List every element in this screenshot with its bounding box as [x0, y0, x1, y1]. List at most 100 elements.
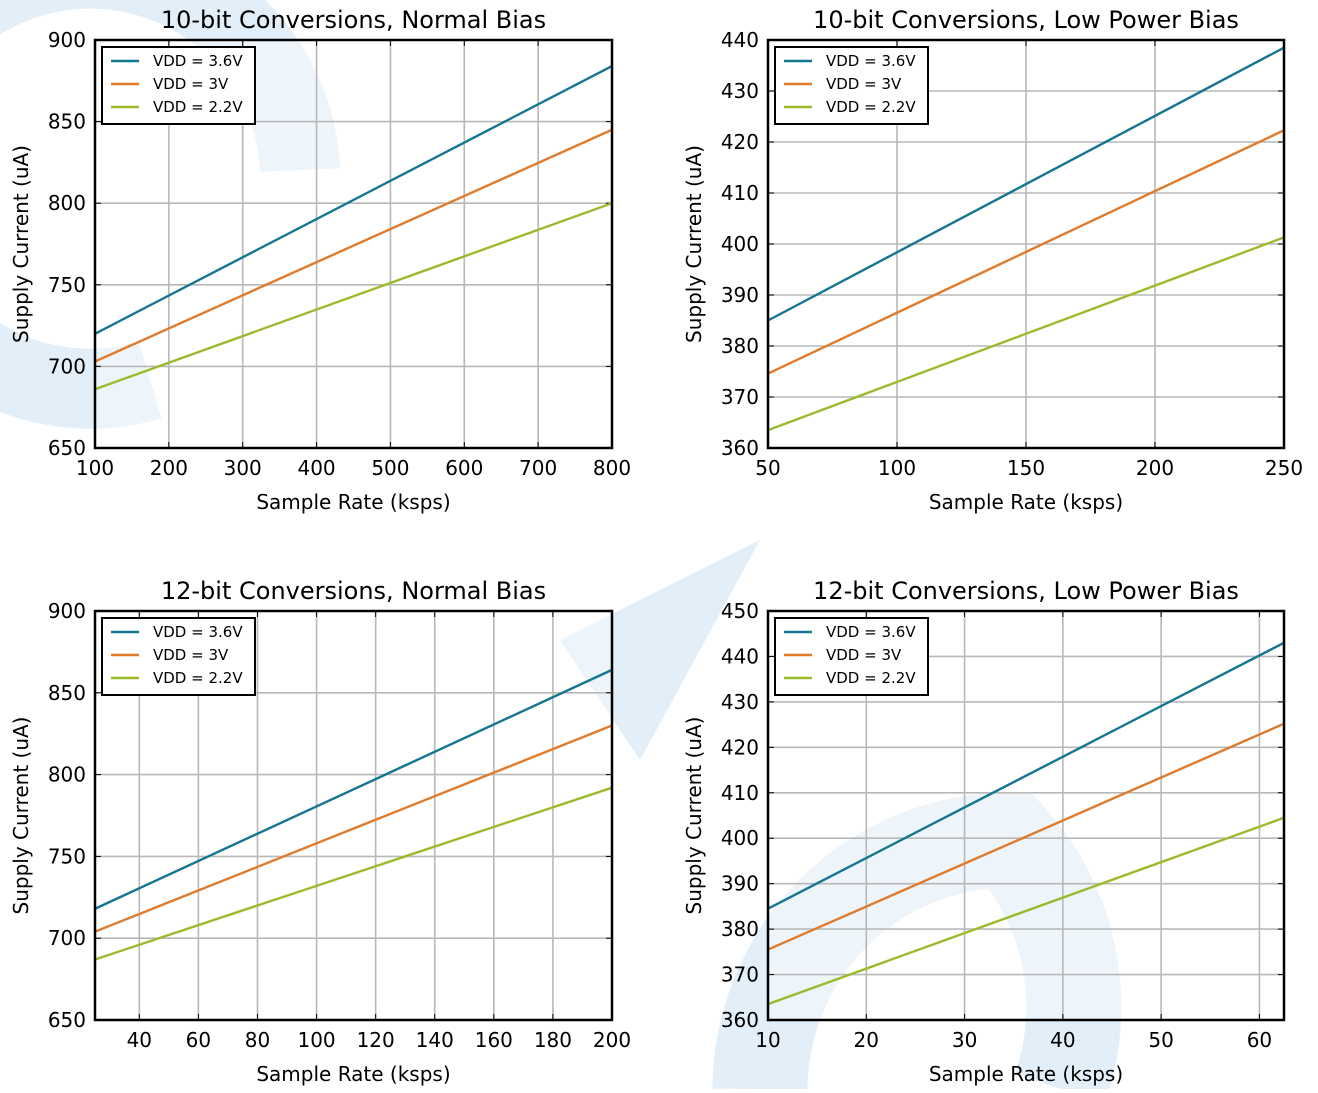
chart-1-y-tick-label: 650 — [48, 436, 86, 460]
chart-4-frame — [766, 609, 1286, 1022]
chart-1-x-tick-label: 300 — [224, 456, 262, 480]
chart-2-y-tick-label: 440 — [721, 28, 759, 52]
chart-1-x-tick-label: 700 — [519, 456, 557, 480]
chart-1-y-axis-label: Supply Current (uA) — [9, 145, 33, 343]
chart-1-x-tick-label: 100 — [76, 456, 114, 480]
chart-4-legend-label-2: VDD = 3V — [826, 646, 902, 664]
chart-2-x-tick-label: 200 — [1136, 456, 1174, 480]
chart-1-x-tick-label: 800 — [593, 456, 631, 480]
chart-2-series-line-3 — [767, 236, 1285, 432]
chart-1-frame — [93, 38, 614, 450]
chart-1-legend-label-1: VDD = 3.6V — [153, 52, 243, 70]
chart-3-legend-label-1: VDD = 3.6V — [153, 623, 243, 641]
chart-2-y-tick-label: 390 — [721, 283, 759, 307]
chart-4-title: 12-bit Conversions, Low Power Bias — [813, 577, 1239, 605]
chart-2-y-tick-label: 400 — [721, 232, 759, 256]
chart-1-title: 10-bit Conversions, Normal Bias — [161, 6, 546, 34]
chart-4-x-tick-label: 30 — [952, 1028, 977, 1052]
chart-1-y-tick-label: 800 — [48, 191, 86, 215]
chart-4-y-tick-label: 450 — [721, 599, 759, 623]
chart-3-y-tick-label: 850 — [48, 681, 86, 705]
chart-1-y-tick-label: 700 — [48, 354, 86, 378]
chart-2-x-tick-label: 150 — [1007, 456, 1045, 480]
chart-4-y-tick-label: 360 — [721, 1008, 759, 1032]
chart-4: 10 20 30 40 50 60 360 370 380 390 400 410 420 430 440 4… — [682, 577, 1286, 1086]
chart-3-title: 12-bit Conversions, Normal Bias — [161, 577, 546, 605]
chart-2-x-tick-label: 100 — [878, 456, 916, 480]
chart-2-x-axis-label: Sample Rate (ksps) — [929, 490, 1123, 514]
chart-2-y-axis-label: Supply Current (uA) — [682, 145, 706, 343]
chart-3-series-line-1 — [94, 668, 613, 910]
chart-3-x-tick-label: 140 — [416, 1028, 454, 1052]
chart-4-series-line-1 — [767, 641, 1285, 910]
chart-1-y-tick-label: 750 — [48, 273, 86, 297]
chart-3-y-tick-label: 750 — [48, 844, 86, 868]
chart-4-series-line-3 — [767, 816, 1285, 1006]
chart-3-y-tick-label: 700 — [48, 926, 86, 950]
chart-4-x-tick-label: 20 — [854, 1028, 879, 1052]
chart-1-x-axis-label: Sample Rate (ksps) — [256, 490, 450, 514]
chart-1-legend: VDD = 3.6V VDD = 3V VDD = 2.2V — [101, 46, 256, 125]
chart-2-legend-label-1: VDD = 3.6V — [826, 52, 916, 70]
chart-3-x-tick-label: 200 — [593, 1028, 631, 1052]
chart-4-y-tick-label: 410 — [721, 781, 759, 805]
chart-3-series-line-2 — [94, 724, 613, 933]
chart-1-legend-label-2: VDD = 3V — [153, 75, 229, 93]
watermark-wedge — [560, 540, 760, 760]
chart-4-x-tick-label: 40 — [1050, 1028, 1075, 1052]
chart-1: 100 200 300 400 500 600 700 800 650 700 750 800 850 9… — [9, 6, 631, 514]
chart-2-legend-label-2: VDD = 3V — [826, 75, 902, 93]
chart-3-series-line-3 — [94, 786, 613, 961]
chart-4-x-tick-label: 60 — [1247, 1028, 1272, 1052]
chart-3-y-tick-label: 900 — [48, 599, 86, 623]
chart-4-x-axis-label: Sample Rate (ksps) — [929, 1062, 1123, 1086]
chart-3-x-tick-label: 40 — [127, 1028, 152, 1052]
chart-2-legend-label-3: VDD = 2.2V — [826, 98, 916, 116]
chart-3-y-tick-label: 650 — [48, 1008, 86, 1032]
chart-3-x-axis-label: Sample Rate (ksps) — [256, 1062, 450, 1086]
chart-2-legend: VDD = 3.6V VDD = 3V VDD = 2.2V — [774, 46, 929, 125]
chart-1-series-line-2 — [94, 128, 613, 363]
chart-1-series-line-1 — [94, 65, 613, 335]
chart-3: 40 60 80 100 120 140 160 180 200 650 700 750 800 850 9… — [9, 577, 631, 1086]
chart-4-x-tick-label: 50 — [1148, 1028, 1173, 1052]
watermark-arc-top — [0, 0, 340, 429]
chart-2-x-tick-label: 50 — [755, 456, 780, 480]
chart-4-y-tick-label: 380 — [721, 917, 759, 941]
chart-4-series-line-2 — [767, 722, 1285, 951]
chart-4-y-tick-label: 390 — [721, 872, 759, 896]
chart-3-x-tick-label: 160 — [475, 1028, 513, 1052]
chart-3-x-tick-label: 180 — [534, 1028, 572, 1052]
chart-2-x-tick-label: 250 — [1265, 456, 1303, 480]
chart-2-y-tick-label: 380 — [721, 334, 759, 358]
chart-4-y-tick-label: 420 — [721, 735, 759, 759]
chart-2-y-tick-label: 420 — [721, 130, 759, 154]
chart-2-y-tick-label: 370 — [721, 385, 759, 409]
chart-1-y-tick-label: 850 — [48, 110, 86, 134]
chart-2-series-line-2 — [767, 129, 1285, 375]
chart-4-legend-label-3: VDD = 2.2V — [826, 669, 916, 687]
chart-1-x-tick-label: 400 — [297, 456, 335, 480]
chart-2-y-tick-label: 410 — [721, 181, 759, 205]
chart-2-frame — [766, 38, 1286, 450]
chart-3-legend-label-2: VDD = 3V — [153, 646, 229, 664]
chart-1-x-tick-label: 600 — [445, 456, 483, 480]
chart-1-series-line-3 — [94, 202, 613, 391]
chart-2-y-tick-label: 430 — [721, 79, 759, 103]
chart-1-x-tick-label: 500 — [371, 456, 409, 480]
chart-3-legend-label-3: VDD = 2.2V — [153, 669, 243, 687]
chart-3-x-tick-label: 120 — [357, 1028, 395, 1052]
chart-1-y-tick-label: 900 — [48, 28, 86, 52]
chart-3-y-axis-label: Supply Current (uA) — [9, 717, 33, 915]
chart-4-y-tick-label: 370 — [721, 963, 759, 987]
chart-4-y-tick-label: 440 — [721, 644, 759, 668]
chart-4-x-tick-label: 10 — [755, 1028, 780, 1052]
chart-2-series-line-1 — [767, 46, 1285, 322]
chart-4-legend: VDD = 3.6V VDD = 3V VDD = 2.2V — [774, 617, 929, 696]
chart-2: 50 100 150 200 250 360 370 380 390 400 410 420 430 44… — [682, 6, 1303, 514]
chart-3-x-tick-label: 100 — [297, 1028, 335, 1052]
chart-3-legend: VDD = 3.6V VDD = 3V VDD = 2.2V — [101, 617, 256, 696]
chart-2-y-tick-label: 360 — [721, 436, 759, 460]
